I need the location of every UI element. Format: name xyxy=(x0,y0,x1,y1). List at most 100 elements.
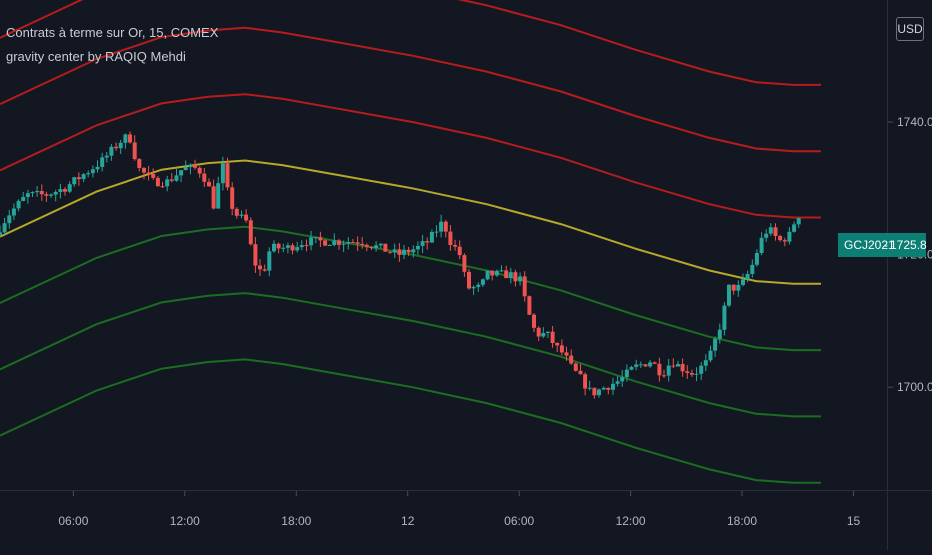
candle xyxy=(638,361,643,369)
candle xyxy=(773,223,778,241)
candle xyxy=(179,170,184,182)
candle xyxy=(787,227,792,245)
candle xyxy=(597,388,601,398)
candle xyxy=(309,230,314,251)
candle xyxy=(717,323,722,344)
candle xyxy=(564,346,569,361)
candle xyxy=(508,267,513,284)
candle xyxy=(527,295,532,315)
x-tick-label: 12:00 xyxy=(616,514,646,528)
candle xyxy=(536,326,541,341)
candle xyxy=(764,229,769,242)
candle xyxy=(662,369,666,378)
candle xyxy=(165,175,170,192)
candle xyxy=(188,163,193,175)
candle xyxy=(754,249,759,267)
candle xyxy=(114,142,119,151)
candle xyxy=(392,243,397,258)
candle xyxy=(207,178,211,187)
candle xyxy=(699,362,704,381)
candle xyxy=(606,387,611,395)
candle xyxy=(160,181,165,188)
candle xyxy=(411,245,416,258)
candle xyxy=(727,284,731,308)
lower-band-2 xyxy=(0,292,821,418)
candle xyxy=(230,182,235,216)
candle xyxy=(583,372,588,396)
y-tick-label: 1740.0 xyxy=(897,115,932,129)
candle xyxy=(258,259,262,276)
candle xyxy=(736,280,741,297)
candle xyxy=(248,217,253,246)
candle xyxy=(443,220,448,238)
candle xyxy=(332,233,337,247)
currency-button[interactable]: USD xyxy=(896,17,924,41)
candle xyxy=(239,210,244,219)
candle xyxy=(457,240,462,260)
candle xyxy=(220,156,225,191)
candle xyxy=(731,284,736,295)
candle xyxy=(462,253,467,277)
candle xyxy=(193,159,197,170)
candle xyxy=(211,179,216,210)
candle xyxy=(174,168,179,182)
candle xyxy=(415,241,420,255)
candle xyxy=(480,278,485,287)
candle xyxy=(7,209,12,229)
candle xyxy=(44,191,49,202)
candle xyxy=(522,271,527,302)
candle xyxy=(504,265,509,279)
candle xyxy=(355,236,360,251)
indicator-label[interactable]: gravity center by RAQIQ Mehdi xyxy=(6,49,186,64)
candle xyxy=(72,176,77,187)
candle xyxy=(429,229,434,244)
candle xyxy=(244,209,249,223)
candle xyxy=(643,363,648,367)
y-tick-label: 1700.0 xyxy=(897,380,932,394)
candle xyxy=(666,359,671,382)
candle xyxy=(634,359,639,371)
candle xyxy=(142,167,146,180)
candle xyxy=(485,270,490,281)
x-tick-label: 06:00 xyxy=(58,514,88,528)
candle xyxy=(304,239,309,252)
candle xyxy=(545,331,550,338)
candle xyxy=(559,339,564,356)
candle xyxy=(685,365,690,379)
candle xyxy=(183,160,188,171)
candle xyxy=(267,247,272,277)
candle xyxy=(290,243,295,255)
candle xyxy=(327,244,332,246)
lower-band-3 xyxy=(0,358,821,484)
candle xyxy=(81,173,86,183)
candle xyxy=(21,191,26,202)
candle xyxy=(225,157,230,191)
candle xyxy=(601,386,606,390)
candle xyxy=(25,189,30,204)
candle xyxy=(0,225,2,237)
candle xyxy=(620,370,625,387)
center-line xyxy=(0,159,821,285)
candle xyxy=(337,238,341,250)
candle xyxy=(90,165,95,178)
candle xyxy=(30,191,35,197)
x-tick-label: 12 xyxy=(401,514,415,528)
candle xyxy=(741,273,745,287)
candle xyxy=(708,345,713,363)
candle xyxy=(2,217,7,237)
candle xyxy=(425,237,430,250)
candle xyxy=(694,367,699,382)
candle xyxy=(490,270,495,281)
candle xyxy=(104,152,109,163)
candle xyxy=(680,358,685,377)
candle xyxy=(202,168,207,187)
candle xyxy=(262,264,267,272)
x-tick-label: 15 xyxy=(847,514,861,528)
candle xyxy=(285,242,290,254)
candle xyxy=(676,360,680,367)
candle xyxy=(550,326,555,348)
candle xyxy=(350,239,355,244)
candle xyxy=(295,241,300,253)
